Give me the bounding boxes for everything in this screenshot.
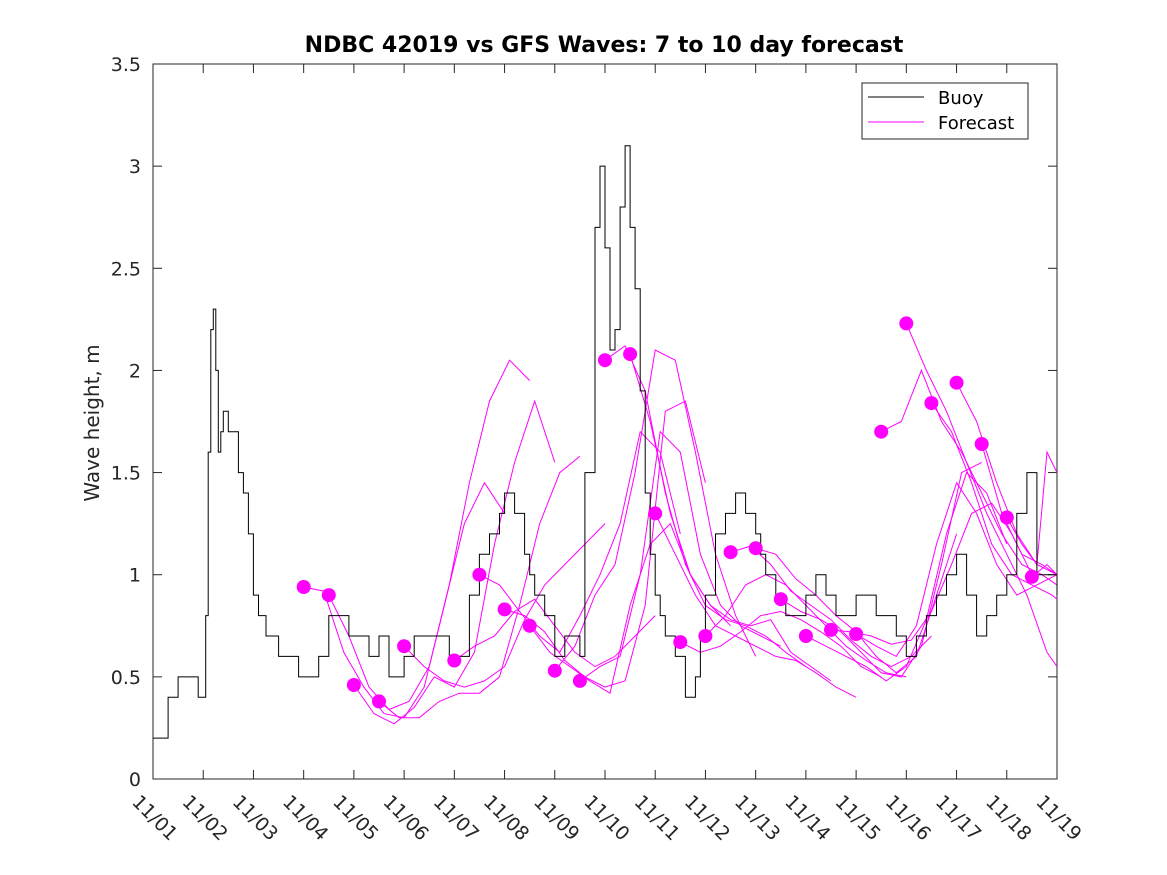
- forecast-line: [855, 481, 1058, 658]
- forecast-line: [353, 399, 556, 725]
- x-tick-label: 11/07: [429, 791, 483, 845]
- buoy-line: [153, 145, 1058, 739]
- legend-buoy-label: Buoy: [938, 88, 984, 109]
- forecast-marker: [397, 639, 412, 654]
- x-tick-label: 11/08: [479, 791, 533, 845]
- x-tick-label: 11/01: [127, 791, 181, 845]
- x-tick-label: 11/16: [881, 791, 935, 845]
- x-tick-label: 11/11: [630, 791, 684, 845]
- x-tick-label: 11/05: [328, 791, 382, 845]
- x-tick-label: 11/17: [931, 791, 985, 845]
- forecast-marker: [924, 396, 939, 411]
- forecast-line: [629, 353, 832, 682]
- forecast-line: [654, 513, 857, 698]
- forecast-line: [504, 400, 706, 688]
- legend-forecast-label: Forecast: [938, 113, 1014, 134]
- forecast-line: [378, 455, 581, 719]
- y-tick-label: 3.5: [111, 54, 141, 76]
- forecast-marker: [673, 635, 688, 650]
- forecast-marker: [447, 653, 462, 668]
- forecast-marker: [497, 602, 512, 617]
- x-tick-label: 11/15: [831, 791, 885, 845]
- forecast-marker: [623, 347, 638, 362]
- x-tick-label: 11/12: [680, 791, 734, 845]
- forecast-marker: [321, 588, 336, 603]
- forecast-marker: [372, 694, 386, 709]
- y-tick-label: 1: [129, 565, 141, 587]
- forecast-line: [680, 610, 882, 678]
- x-tick-label: 11/04: [278, 791, 332, 845]
- chart-title: NDBC 42019 vs GFS Waves: 7 to 10 day for…: [305, 33, 904, 58]
- y-tick-label: 2.5: [111, 258, 141, 280]
- forecast-line: [981, 443, 1058, 576]
- forecast-line: [830, 502, 1033, 645]
- forecast-marker: [698, 629, 713, 643]
- forecast-line: [780, 461, 982, 678]
- forecast-line: [956, 382, 1058, 576]
- forecast-line: [303, 481, 506, 719]
- forecast-marker: [1024, 569, 1039, 584]
- x-tick-label: 11/10: [579, 791, 633, 845]
- forecast-marker: [874, 424, 889, 439]
- forecast-line: [905, 323, 1058, 667]
- x-tick-label: 11/14: [780, 791, 834, 845]
- forecast-marker: [346, 678, 361, 692]
- forecast-marker: [899, 316, 914, 331]
- forecast-marker: [798, 629, 813, 643]
- forecast-marker: [547, 663, 562, 678]
- legend: Buoy Forecast: [861, 82, 1029, 140]
- y-axis-label: Wave height, m: [80, 344, 104, 501]
- forecast-marker: [723, 545, 738, 560]
- x-tick-label: 11/19: [1031, 791, 1085, 845]
- y-tick-label: 0: [129, 769, 141, 791]
- forecast-line: [880, 369, 1058, 586]
- forecast-marker: [598, 353, 612, 368]
- forecast-line: [328, 359, 531, 711]
- forecast-line: [579, 430, 782, 682]
- forecast-line: [1006, 450, 1058, 566]
- x-tick-label: 11/09: [529, 791, 583, 845]
- x-tick-label: 11/03: [228, 791, 282, 845]
- forecast-marker: [648, 506, 663, 521]
- forecast-marker: [472, 567, 487, 582]
- forecast-line: [403, 523, 606, 688]
- forecast-marker: [949, 375, 964, 390]
- forecast-line: [930, 402, 1058, 600]
- y-tick-label: 0.5: [111, 667, 141, 689]
- y-tick-label: 3: [129, 156, 141, 178]
- forecast-line: [554, 349, 757, 672]
- forecast-marker: [296, 580, 311, 594]
- forecast-marker: [572, 673, 587, 688]
- forecast-line: [479, 430, 681, 654]
- x-tick-label: 11/02: [178, 791, 232, 845]
- forecast-marker: [999, 510, 1014, 525]
- forecast-marker: [849, 627, 864, 641]
- forecast-line: [705, 574, 907, 678]
- forecast-marker: [773, 592, 788, 607]
- forecast-marker: [824, 622, 838, 637]
- y-tick-label: 1.5: [111, 463, 141, 485]
- legend-box: [861, 82, 1029, 140]
- forecast-marker: [974, 437, 989, 451]
- x-tick-label: 11/06: [379, 791, 433, 845]
- x-tick-label: 11/18: [981, 791, 1035, 845]
- forecast-line: [730, 545, 932, 668]
- plot-area: 00.511.522.533.511/0111/0211/0311/0411/0…: [111, 54, 1086, 845]
- x-tick-label: 11/13: [730, 791, 784, 845]
- forecast-marker: [748, 541, 763, 556]
- y-tick-label: 2: [129, 360, 141, 382]
- forecast-marker: [522, 618, 537, 633]
